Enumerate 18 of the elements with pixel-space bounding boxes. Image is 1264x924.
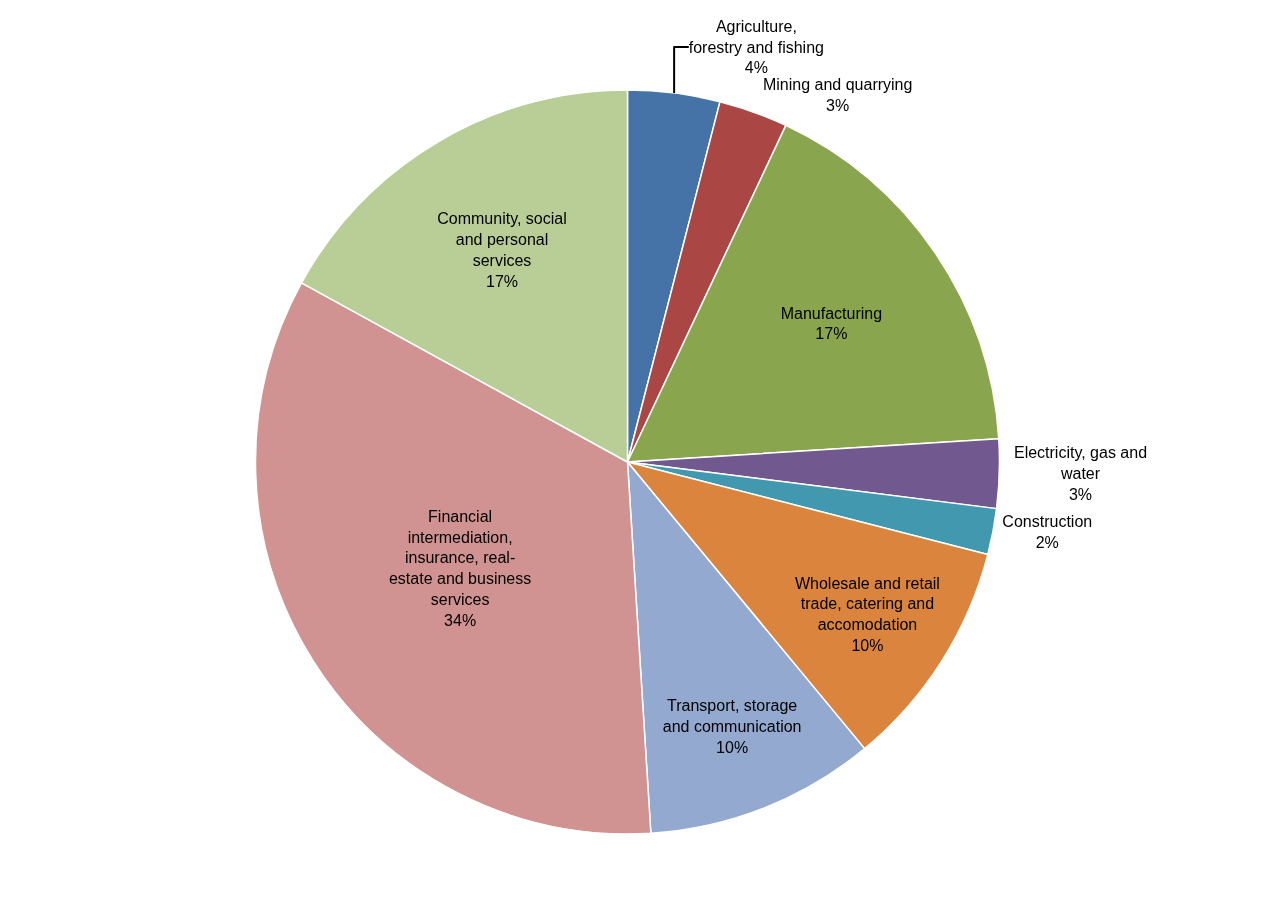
- slice-label: Construction: [1002, 513, 1093, 531]
- slice-label: Electricity, gas and water: [1013, 444, 1148, 483]
- data-label: 3%: [826, 97, 850, 115]
- data-label: 17%: [815, 325, 848, 343]
- slice-label: Mining and quarrying: [762, 76, 913, 94]
- slice-label: Wholesale and retail trade, catering and accomodation: [794, 574, 940, 634]
- data-label: 4%: [744, 59, 768, 77]
- data-label: 10%: [851, 636, 884, 654]
- data-label: 10%: [716, 738, 749, 756]
- data-label: 3%: [1068, 486, 1093, 504]
- slice-label: Financial intermediation, insurance, real-estate and business services: [388, 507, 532, 608]
- slice-label: Community, social and personal services: [437, 210, 567, 269]
- slice-label: Manufacturing: [780, 304, 883, 322]
- data-label: 2%: [1035, 534, 1059, 552]
- data-label: 17%: [486, 272, 519, 290]
- data-label: 34%: [444, 611, 477, 629]
- slice-label: Transport, storage and communication: [662, 696, 802, 735]
- slice-label: Agriculture, forestry and fishing: [688, 17, 824, 56]
